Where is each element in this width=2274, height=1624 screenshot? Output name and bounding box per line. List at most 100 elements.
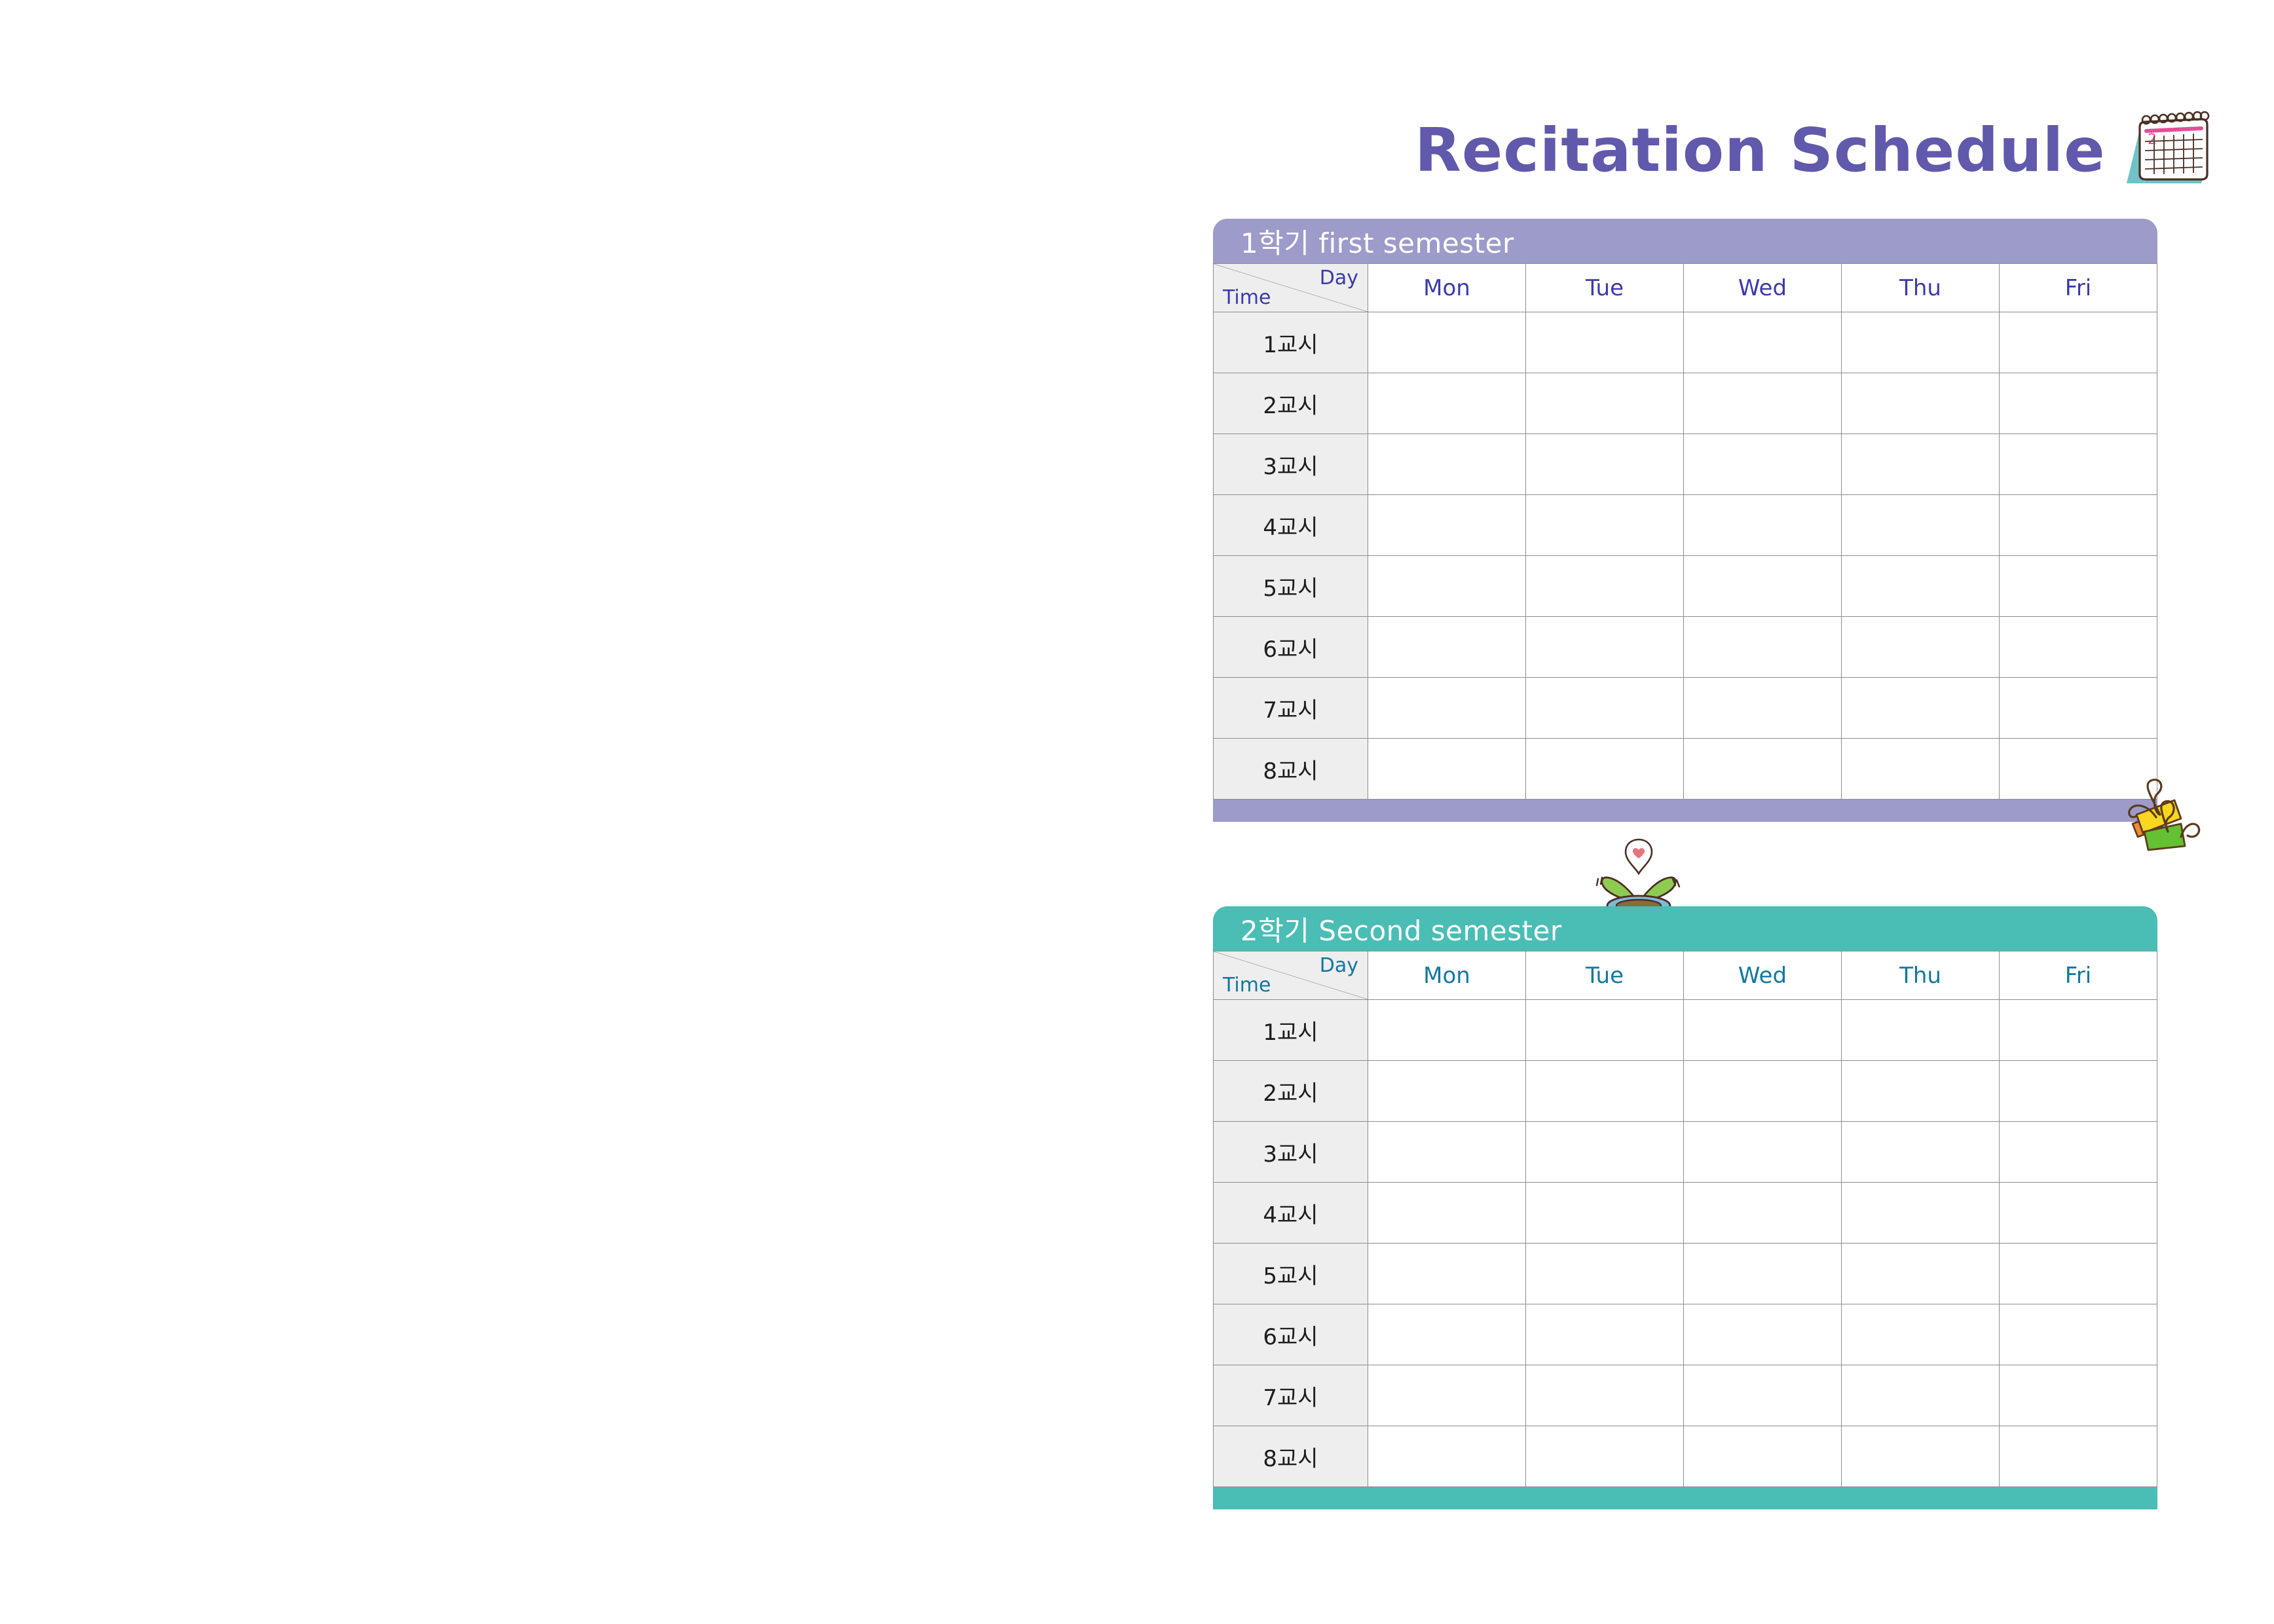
period-label: 6교시 (1263, 636, 1318, 663)
slot-fri-6[interactable] (1999, 616, 2157, 678)
slot-mon-3[interactable] (1368, 434, 1526, 495)
slot-wed-3[interactable] (1683, 1121, 1842, 1183)
slot-tue-8[interactable] (1525, 738, 1684, 800)
slot-mon-5[interactable] (1368, 555, 1526, 617)
slot-fri-5[interactable] (1999, 1243, 2157, 1304)
slot-thu-8[interactable] (1841, 738, 2000, 800)
slot-thu-5[interactable] (1841, 555, 2000, 617)
slot-wed-5[interactable] (1683, 1243, 1842, 1304)
period-label: 5교시 (1263, 575, 1318, 602)
slot-thu-3[interactable] (1841, 1121, 2000, 1183)
slot-fri-1[interactable] (1999, 999, 2157, 1061)
day-header-thu: Thu (1841, 951, 2000, 1000)
table-row: 7교시 (1213, 677, 2157, 739)
slot-tue-4[interactable] (1525, 494, 1684, 556)
period-cell-8: 8교시 (1213, 1426, 1368, 1487)
slot-tue-6[interactable] (1525, 1304, 1684, 1365)
table-row: 4교시 (1213, 494, 2157, 556)
slot-fri-7[interactable] (1999, 1365, 2157, 1426)
slot-tue-3[interactable] (1525, 434, 1684, 495)
slot-mon-3[interactable] (1368, 1121, 1526, 1183)
slot-wed-8[interactable] (1683, 1426, 1842, 1487)
slot-fri-6[interactable] (1999, 1304, 2157, 1365)
slot-wed-1[interactable] (1683, 312, 1842, 373)
slot-wed-4[interactable] (1683, 1182, 1842, 1244)
slot-wed-7[interactable] (1683, 677, 1842, 739)
slot-wed-5[interactable] (1683, 555, 1842, 617)
slot-tue-1[interactable] (1525, 999, 1684, 1061)
slot-thu-4[interactable] (1841, 494, 2000, 556)
slot-fri-4[interactable] (1999, 494, 2157, 556)
slot-thu-7[interactable] (1841, 677, 2000, 739)
slot-tue-7[interactable] (1525, 677, 1684, 739)
period-label: 2교시 (1263, 392, 1318, 419)
slot-fri-8[interactable] (1999, 1426, 2157, 1487)
slot-fri-3[interactable] (1999, 434, 2157, 495)
slot-wed-6[interactable] (1683, 616, 1842, 678)
period-cell-3: 3교시 (1213, 434, 1368, 495)
slot-mon-8[interactable] (1368, 738, 1526, 800)
slot-wed-7[interactable] (1683, 1365, 1842, 1426)
period-label: 2교시 (1263, 1080, 1318, 1107)
slot-tue-6[interactable] (1525, 616, 1684, 678)
slot-fri-2[interactable] (1999, 373, 2157, 434)
slot-fri-8[interactable] (1999, 738, 2157, 800)
slot-mon-2[interactable] (1368, 373, 1526, 434)
slot-tue-7[interactable] (1525, 1365, 1684, 1426)
slot-wed-2[interactable] (1683, 1060, 1842, 1122)
slot-thu-3[interactable] (1841, 434, 2000, 495)
period-cell-5: 5교시 (1213, 1243, 1368, 1304)
slot-tue-4[interactable] (1525, 1182, 1684, 1244)
slot-thu-2[interactable] (1841, 373, 2000, 434)
slot-thu-1[interactable] (1841, 999, 2000, 1061)
page-title-block: Recitation Schedule 2 (1415, 105, 2209, 196)
slot-thu-6[interactable] (1841, 616, 2000, 678)
slot-mon-5[interactable] (1368, 1243, 1526, 1304)
slot-thu-5[interactable] (1841, 1243, 2000, 1304)
slot-thu-4[interactable] (1841, 1182, 2000, 1244)
period-label: 4교시 (1263, 514, 1318, 541)
slot-fri-4[interactable] (1999, 1182, 2157, 1244)
slot-tue-2[interactable] (1525, 373, 1684, 434)
slot-fri-3[interactable] (1999, 1121, 2157, 1183)
slot-thu-8[interactable] (1841, 1426, 2000, 1487)
slot-wed-1[interactable] (1683, 999, 1842, 1061)
slot-mon-6[interactable] (1368, 616, 1526, 678)
slot-tue-3[interactable] (1525, 1121, 1684, 1183)
slot-wed-8[interactable] (1683, 738, 1842, 800)
table-row: 2교시 (1213, 373, 2157, 434)
slot-mon-8[interactable] (1368, 1426, 1526, 1487)
slot-mon-4[interactable] (1368, 1182, 1526, 1244)
slot-thu-7[interactable] (1841, 1365, 2000, 1426)
day-header-tue: Tue (1525, 951, 1684, 1000)
slot-wed-6[interactable] (1683, 1304, 1842, 1365)
period-label: 7교시 (1263, 697, 1318, 724)
slot-mon-7[interactable] (1368, 1365, 1526, 1426)
table-row: 1교시 (1213, 999, 2157, 1061)
slot-mon-1[interactable] (1368, 312, 1526, 373)
slot-wed-2[interactable] (1683, 373, 1842, 434)
slot-fri-2[interactable] (1999, 1060, 2157, 1122)
period-label: 3교시 (1263, 1141, 1318, 1168)
slot-fri-5[interactable] (1999, 555, 2157, 617)
period-cell-1: 1교시 (1213, 312, 1368, 373)
slot-mon-4[interactable] (1368, 494, 1526, 556)
slot-tue-2[interactable] (1525, 1060, 1684, 1122)
slot-wed-4[interactable] (1683, 494, 1842, 556)
slot-tue-5[interactable] (1525, 555, 1684, 617)
slot-mon-1[interactable] (1368, 999, 1526, 1061)
slot-thu-2[interactable] (1841, 1060, 2000, 1122)
table-row: 2교시 (1213, 1060, 2157, 1122)
slot-tue-5[interactable] (1525, 1243, 1684, 1304)
slot-fri-7[interactable] (1999, 677, 2157, 739)
slot-tue-8[interactable] (1525, 1426, 1684, 1487)
slot-fri-1[interactable] (1999, 312, 2157, 373)
slot-tue-1[interactable] (1525, 312, 1684, 373)
slot-mon-7[interactable] (1368, 677, 1526, 739)
slot-wed-3[interactable] (1683, 434, 1842, 495)
slot-thu-6[interactable] (1841, 1304, 2000, 1365)
slot-mon-2[interactable] (1368, 1060, 1526, 1122)
slot-thu-1[interactable] (1841, 312, 2000, 373)
slot-mon-6[interactable] (1368, 1304, 1526, 1365)
